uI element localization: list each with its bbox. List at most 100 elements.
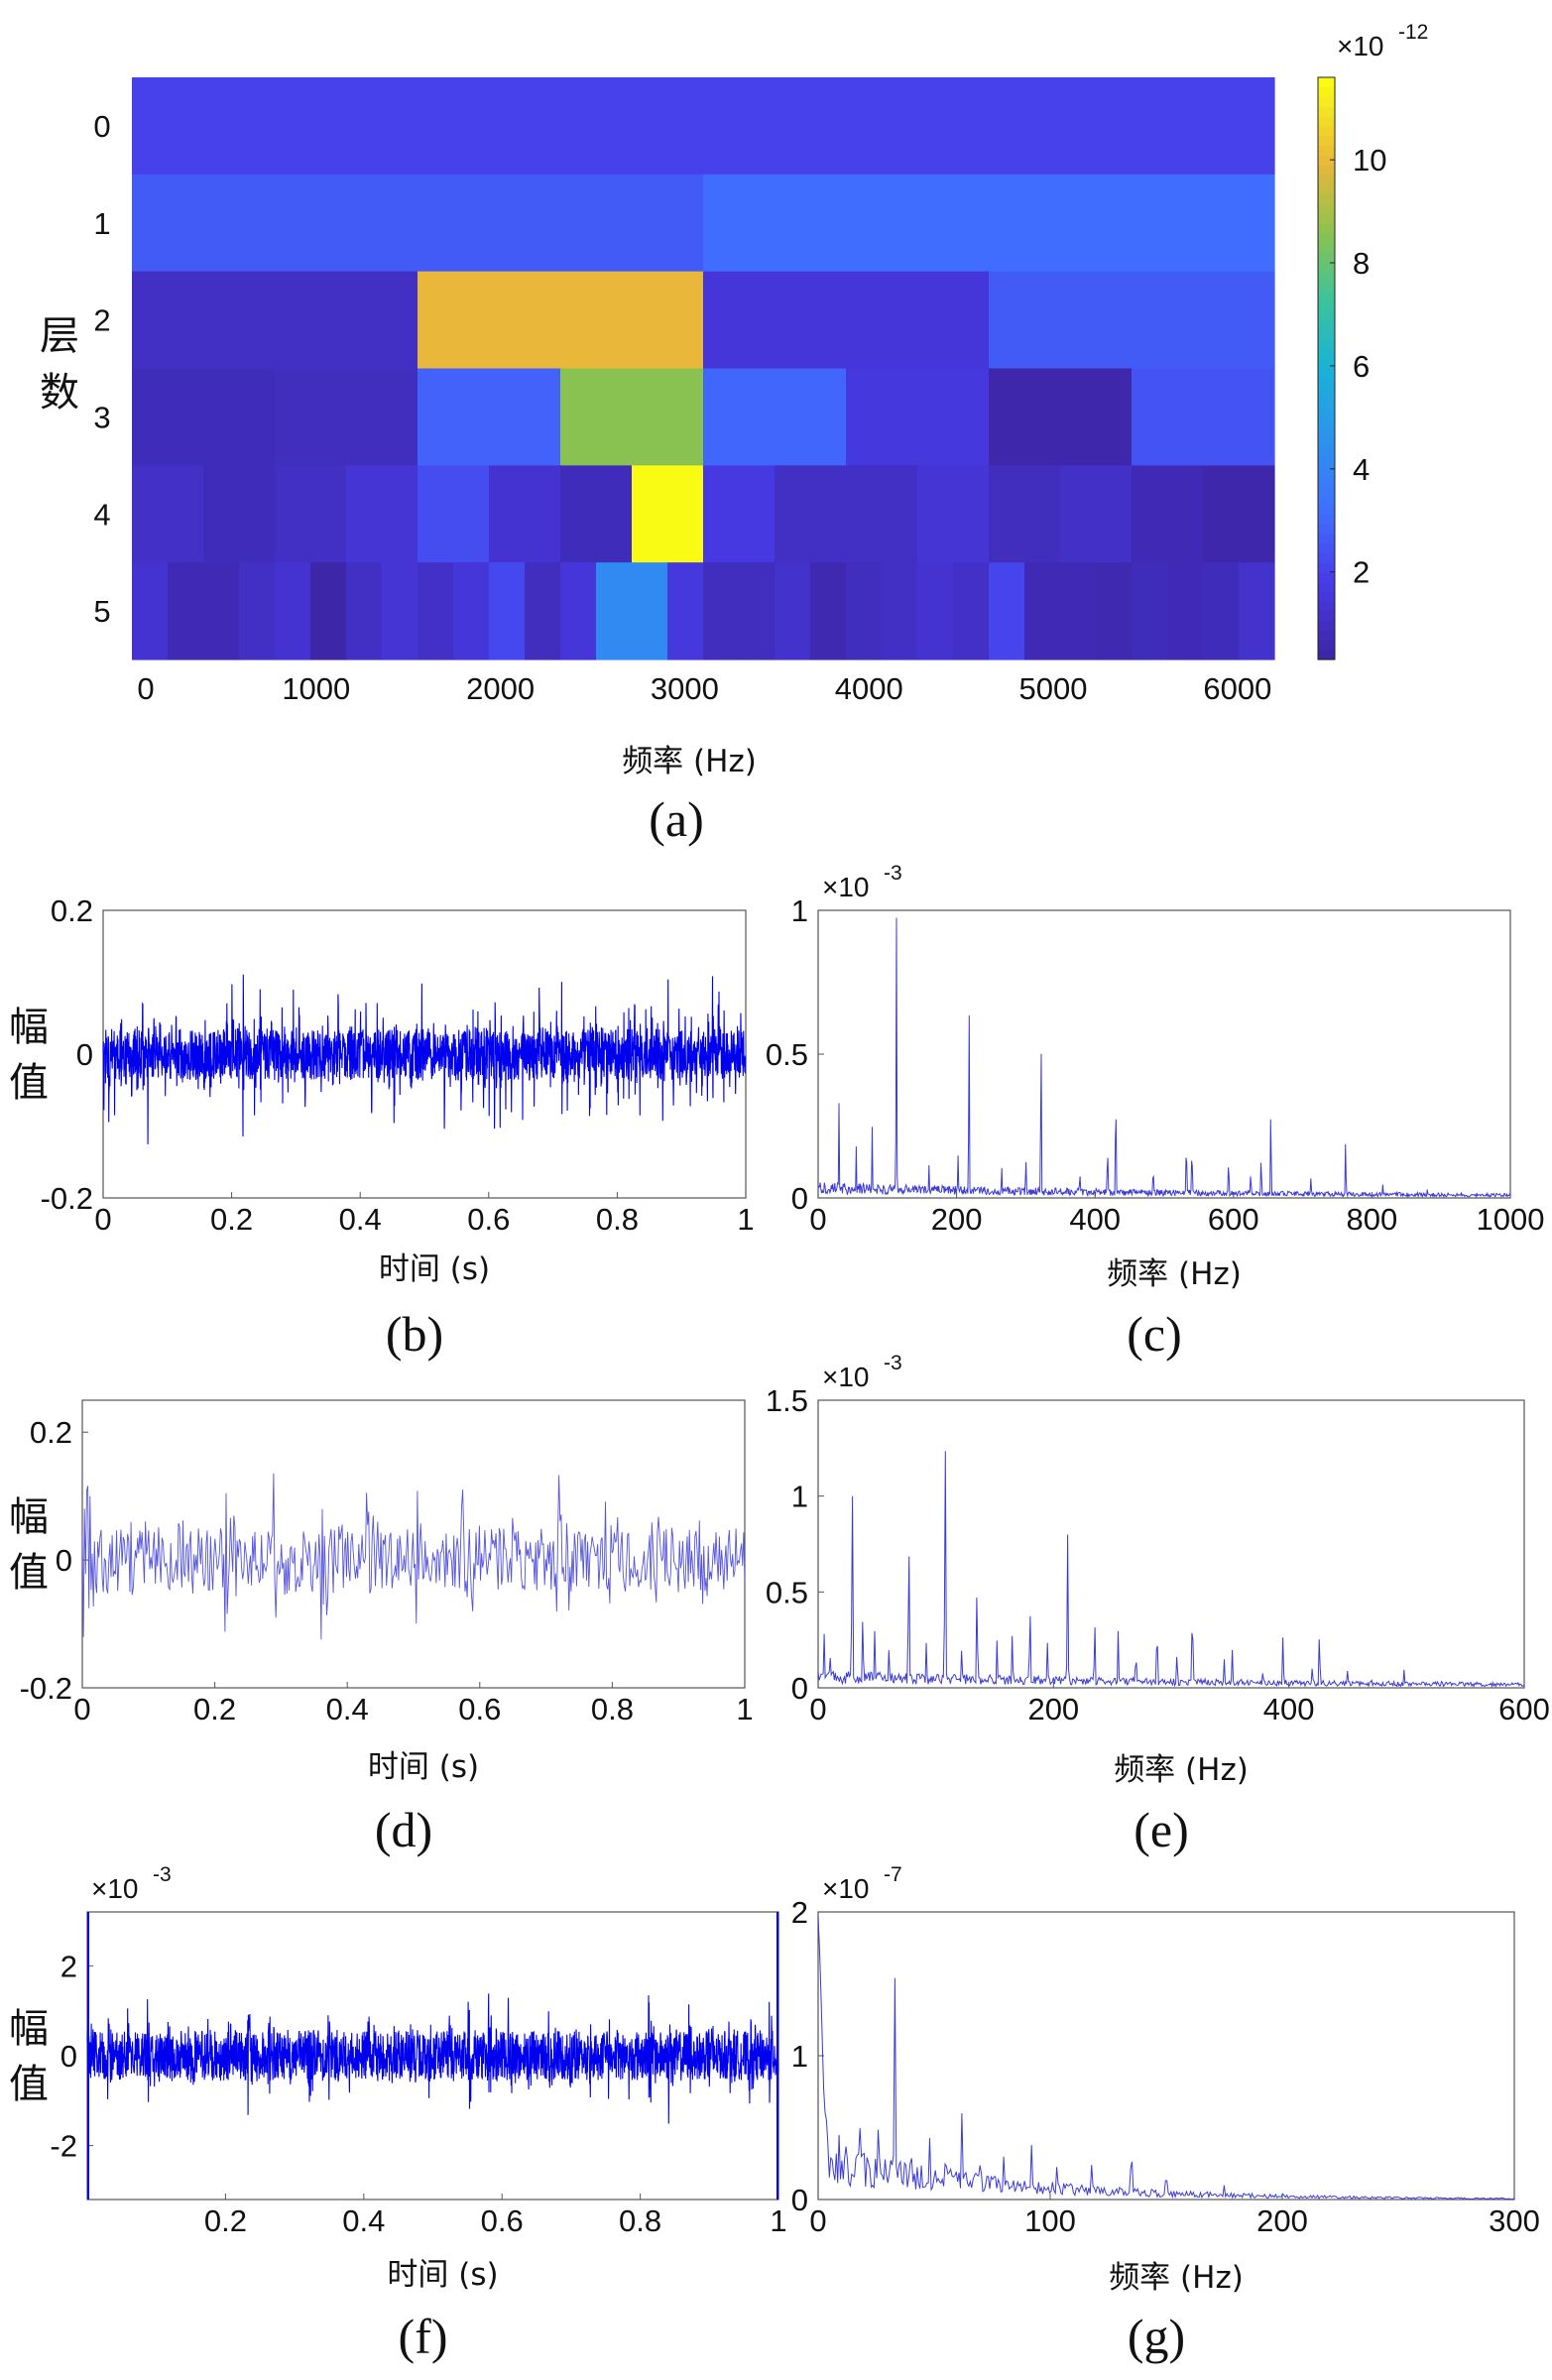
- line-chart-c: 0 200 400 600 800 1000 0 0.5 1 频率 (Hz) (c) ×10 -3: [766, 862, 1545, 1362]
- heatmap-cell: [132, 271, 418, 370]
- colorbar-swatch: [1318, 533, 1335, 544]
- y-axis-label: 幅: [9, 1494, 49, 1540]
- heatmap-cell: [132, 174, 704, 273]
- heatmap-cell: [560, 368, 704, 466]
- heatmap-cell: [775, 562, 811, 660]
- colorbar-swatch: [1318, 174, 1335, 185]
- heatmap-cell: [596, 562, 633, 660]
- y-axis-label: 值: [9, 1060, 49, 1106]
- y-tick-label: 0.5: [766, 1037, 808, 1072]
- x-tick-label: 4000: [835, 671, 903, 706]
- x-tick-label: 2000: [466, 671, 535, 706]
- colorbar-swatch: [1318, 86, 1335, 98]
- colorbar-swatch: [1318, 611, 1335, 622]
- y-axis-label: 值: [9, 1550, 49, 1596]
- colorbar-swatch: [1318, 348, 1335, 360]
- axis-exponent: ×10 -3: [822, 862, 902, 902]
- line-chart-g: 0 100 200 300 0 1 2 频率 (Hz) (g) ×10 -7: [791, 1863, 1540, 2364]
- heatmap-cell: [453, 562, 490, 660]
- colorbar-swatch: [1318, 601, 1335, 612]
- colorbar-swatch: [1318, 552, 1335, 563]
- colorbar-swatch: [1318, 242, 1335, 253]
- heatmap-cell: [739, 562, 776, 660]
- colorbar-swatch: [1318, 650, 1335, 660]
- x-tick-label: 400: [1263, 1692, 1315, 1726]
- spectrum-line: [817, 917, 1511, 1199]
- heatmap-cell: [203, 465, 276, 563]
- heatmap-cell: [132, 562, 169, 660]
- x-tick-label: 1000: [282, 671, 350, 706]
- x-tick-label: 0.8: [619, 2203, 661, 2238]
- exponent-base: ×10: [91, 1873, 139, 1904]
- colorbar-swatch: [1318, 514, 1335, 525]
- colorbar-swatch: [1318, 620, 1335, 632]
- heatmap-cell: [1239, 562, 1275, 660]
- heatmap-cell: [953, 562, 990, 660]
- x-tick-label: 0: [73, 1692, 90, 1726]
- line-chart-f: 0.2 0.4 0.6 0.8 1 -2 0 2 时间 (s) (f) 幅值 ×10 -3: [9, 1863, 787, 2364]
- line-chart-d: 0 0.2 0.4 0.6 0.8 1-0.200.2时间 (s)(d)幅值: [9, 1399, 754, 1857]
- colorbar-swatch: [1318, 116, 1335, 127]
- x-tick-label: 0.4: [342, 2203, 385, 2238]
- y-tick-label: 1: [791, 893, 808, 928]
- axis-exponent: ×10 -3: [822, 1352, 902, 1392]
- x-axis-label: 频率 (Hz): [1109, 2260, 1244, 2296]
- heatmap-cell: [1203, 562, 1240, 660]
- colorbar-swatch: [1318, 193, 1335, 204]
- colorbar-tick-label: 6: [1353, 349, 1370, 384]
- colorbar-swatch: [1318, 581, 1335, 593]
- colorbar-swatch: [1318, 435, 1335, 447]
- colorbar-swatch: [1318, 203, 1335, 214]
- x-tick-label: 0: [809, 1692, 826, 1726]
- axis-exponent: ×10 -7: [822, 1863, 902, 1904]
- colorbar-tick-label: 10: [1353, 143, 1386, 178]
- y-tick-label: 0: [791, 1181, 808, 1216]
- x-axis-label: 频率 (Hz): [1107, 1256, 1242, 1292]
- y-axis-label: 幅: [9, 1005, 49, 1050]
- exponent-base: ×10: [822, 1362, 870, 1392]
- spectrum-line: [817, 1916, 1515, 2201]
- colorbar-swatch: [1318, 125, 1335, 137]
- colorbar-frame: [1317, 76, 1336, 660]
- axis-exponent: ×10 -12: [1337, 21, 1428, 61]
- figure-caption: (f): [399, 2309, 448, 2364]
- colorbar-swatch: [1318, 222, 1335, 234]
- heatmap-cell: [346, 465, 418, 563]
- heatmap-cell: [846, 465, 918, 563]
- x-tick-label: 0: [94, 1202, 111, 1237]
- figure-caption: (g): [1128, 2309, 1185, 2364]
- heatmap-cell: [632, 562, 668, 660]
- x-axis-label: 频率 (Hz): [1114, 1752, 1249, 1788]
- heatmap-cell: [775, 465, 847, 563]
- x-tick-label: 0.6: [458, 1692, 501, 1726]
- colorbar-swatch: [1318, 562, 1335, 573]
- x-axis-label: 频率 (Hz): [622, 744, 757, 779]
- heatmap-cell: [1203, 465, 1275, 563]
- y-axis-label: 数: [40, 370, 79, 416]
- colorbar-swatch: [1318, 291, 1335, 301]
- colorbar-swatch: [1318, 542, 1335, 553]
- x-axis-label: 时间 (s): [368, 1749, 479, 1785]
- x-tick-label: 0.6: [481, 2203, 524, 2238]
- signal-line: [102, 974, 747, 1144]
- colorbar-swatch: [1318, 252, 1335, 263]
- signal-line: [86, 1993, 779, 2124]
- y-tick-label: -0.2: [41, 1181, 93, 1216]
- heatmap-cell: [560, 562, 597, 660]
- heatmap-cell: [560, 465, 633, 563]
- x-tick-label: 6000: [1203, 671, 1271, 706]
- x-tick-label: 0.2: [193, 1692, 236, 1726]
- colorbar-swatch: [1318, 358, 1335, 370]
- heatmap-cell: [989, 271, 1275, 370]
- colorbar-swatch: [1318, 445, 1335, 457]
- x-axis-label: 时间 (s): [387, 2257, 498, 2293]
- heatmap-cell: [239, 562, 276, 660]
- colorbar-swatch: [1318, 329, 1335, 340]
- exponent-base: ×10: [822, 872, 870, 902]
- heatmap-cell: [418, 271, 704, 370]
- exponent-base: ×10: [1337, 31, 1384, 61]
- colorbar-swatch: [1318, 232, 1335, 243]
- y-tick-label: 0: [93, 109, 110, 144]
